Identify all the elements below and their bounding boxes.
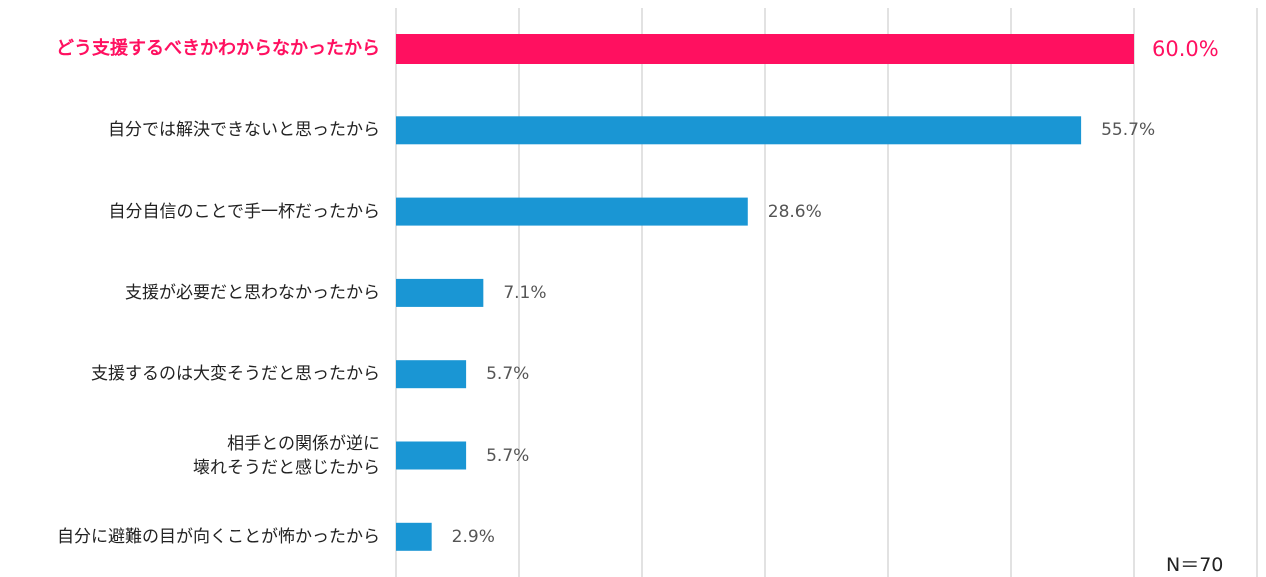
bar bbox=[396, 116, 1082, 145]
bar bbox=[396, 278, 484, 307]
sample-size-note: N＝70 bbox=[1166, 554, 1224, 576]
value-label: 55.7% bbox=[1101, 120, 1156, 141]
bar bbox=[396, 522, 432, 551]
value-label: 28.6% bbox=[767, 201, 822, 222]
category-label: 支援が必要だと思わなかったから bbox=[125, 282, 380, 303]
bar bbox=[396, 441, 467, 470]
value-label: 2.9% bbox=[451, 526, 495, 547]
bar bbox=[396, 34, 1134, 64]
category-label: 自分自信のことで手一杯だったから bbox=[108, 201, 381, 222]
value-label: 7.1% bbox=[503, 282, 547, 303]
value-label: 60.0% bbox=[1152, 37, 1219, 61]
bar bbox=[396, 197, 748, 226]
bar bbox=[396, 360, 467, 389]
category-label: 自分では解決できないと思ったから bbox=[108, 120, 380, 141]
category-label: 自分に避難の目が向くことが怖かったから bbox=[57, 526, 380, 547]
category-label: 相手との関係が逆に 壊れそうだと感じたから bbox=[193, 433, 380, 478]
category-label: どう支援するべきかわからなかったから bbox=[56, 38, 380, 59]
value-label: 5.7% bbox=[486, 445, 530, 466]
category-label: 支援するのは大変そうだと思ったから bbox=[91, 364, 380, 385]
value-label: 5.7% bbox=[486, 364, 530, 385]
